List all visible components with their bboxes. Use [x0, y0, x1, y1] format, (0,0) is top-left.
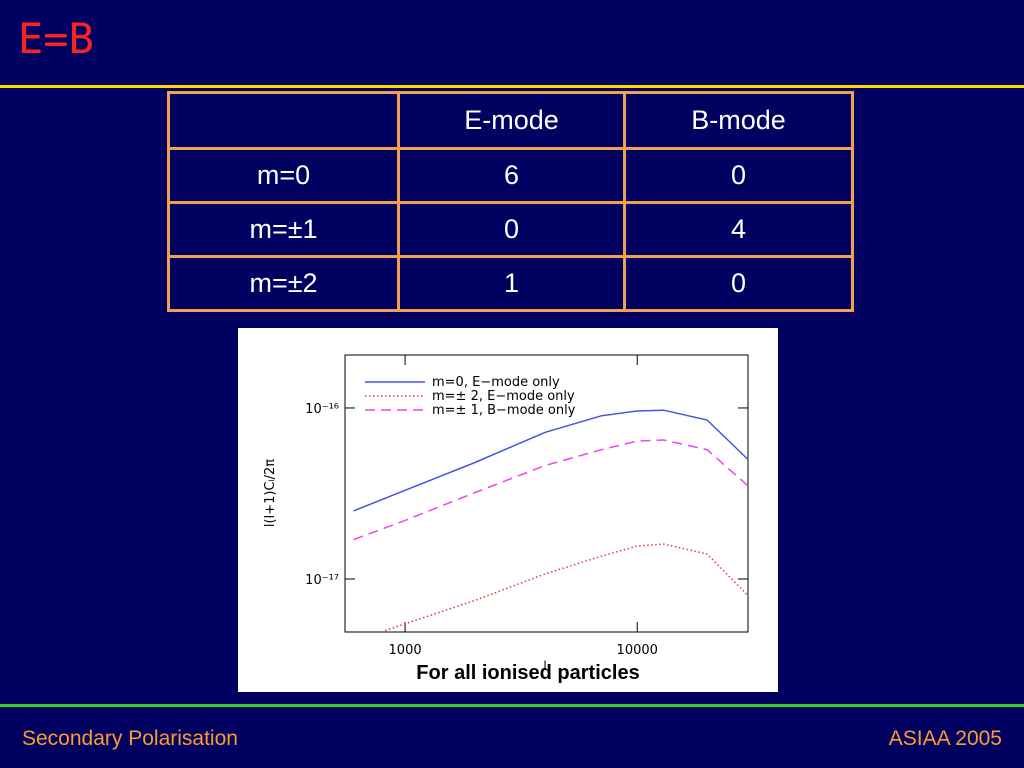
table-row: m=±1 0 4: [167, 201, 854, 258]
table-row: m=0 6 0: [167, 147, 854, 204]
table-cell: 0: [623, 147, 854, 204]
legend-label: m=± 1, B−mode only: [432, 403, 576, 418]
table-cell: m=0: [167, 147, 400, 204]
table: E-mode B-mode m=0 6 0 m=±1 0 4 m=±2 1 0: [167, 91, 854, 312]
table-cell: 0: [397, 201, 626, 258]
y-tick-label: 10⁻¹⁶: [305, 402, 339, 417]
header-row: E-mode B-mode: [167, 91, 854, 150]
footer-left: Secondary Polarisation: [22, 727, 238, 750]
x-axis-label: l: [543, 659, 546, 673]
slide-title: E=B: [18, 14, 94, 63]
table-cell: 6: [397, 147, 626, 204]
x-tick-label: 10000: [617, 643, 658, 658]
header-cell: B-mode: [623, 91, 854, 150]
table-cell: 0: [623, 255, 854, 312]
y-axis-label: l(l+1)Cₗ/2π: [263, 459, 278, 527]
caption: For all ionised particles: [416, 662, 639, 684]
table-cell: m=±2: [167, 255, 400, 312]
series-line: [353, 409, 749, 512]
plot-frame: [344, 354, 749, 633]
table-cell: 4: [623, 201, 854, 258]
y-tick-label: 10⁻¹⁷: [305, 573, 339, 588]
series-line: [384, 543, 749, 632]
table-cell: 1: [397, 255, 626, 312]
legend-label: m=0, E−mode only: [432, 375, 560, 390]
footer-right: ASIAA 2005: [888, 727, 1002, 750]
table-cell: m=±1: [167, 201, 400, 258]
header-cell: [167, 91, 400, 150]
footer-rule: [0, 704, 1024, 707]
header-cell: E-mode: [397, 91, 626, 150]
legend-label: m=± 2, E−mode only: [432, 389, 575, 404]
title-rule: [0, 85, 1024, 88]
series-line: [353, 439, 749, 541]
x-tick-label: 1000: [389, 643, 422, 658]
table-row: m=±2 1 0: [167, 255, 854, 312]
